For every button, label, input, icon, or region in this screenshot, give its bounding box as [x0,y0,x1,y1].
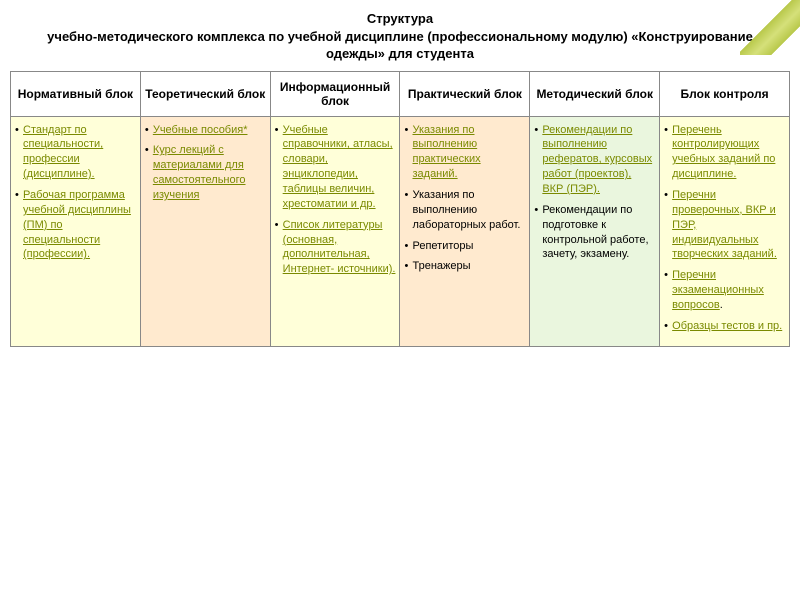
header-normative: Нормативный блок [11,71,141,116]
list-item: Указания по выполнению практических зада… [402,123,525,182]
cell-theoretical: Учебные пособия* Курс лекций с материалам… [140,116,270,346]
content-link[interactable]: Курс лекций с материалами для самостояте… [153,144,246,201]
header-information: Информационный блок [270,71,400,116]
list-practical: Указания по выполнению практических зада… [402,123,525,275]
list-information: Учебные справочники, атласы, словари, эн… [273,123,396,277]
content-link[interactable]: Список литературы (основная, дополнитель… [283,219,396,276]
list-normative: Стандарт по специальности, профессии (ди… [13,123,136,263]
list-item: Рекомендации по выполнению рефератов, ку… [532,123,655,197]
header-theoretical: Теоретический блок [140,71,270,116]
content-link[interactable]: Перечни экзаменационных вопросов [672,269,764,311]
header-control: Блок контроля [660,71,790,116]
content-link[interactable]: Перечень контролирующих учебных заданий … [672,124,775,181]
cell-normative: Стандарт по специальности, профессии (ди… [11,116,141,346]
cell-practical: Указания по выполнению практических зада… [400,116,530,346]
content-link[interactable]: Учебные пособия* [153,124,248,136]
list-item: Тренажеры [402,259,525,274]
content-link[interactable]: Образцы тестов и пр. [672,320,782,332]
list-item: Учебные пособия* [143,123,266,138]
content-link[interactable]: Указания по выполнению практических зада… [412,124,480,181]
header-methodical: Методический блок [530,71,660,116]
content-link[interactable]: Учебные справочники, атласы, словари, эн… [283,124,393,210]
list-item: Учебные справочники, атласы, словари, эн… [273,123,396,212]
list-item: Перечни проверочных, ВКР и ПЭР, индивиду… [662,188,785,262]
page-title: Структура учебно-методического комплекса… [0,0,800,71]
list-item: Рабочая программа учебной дисциплины (ПМ… [13,188,136,262]
cell-information: Учебные справочники, атласы, словари, эн… [270,116,400,346]
list-theoretical: Учебные пособия* Курс лекций с материалам… [143,123,266,203]
content-link[interactable]: Рекомендации по выполнению рефератов, ку… [542,124,652,195]
content-link[interactable]: Рабочая программа учебной дисциплины (ПМ… [23,189,131,260]
item-tail: . [720,299,723,311]
content-link[interactable]: Стандарт по специальности, профессии (ди… [23,124,103,181]
list-item: Репетиторы [402,239,525,254]
title-line-2: учебно-методического комплекса по учебно… [20,28,780,63]
cell-methodical: Рекомендации по выполнению рефератов, ку… [530,116,660,346]
header-practical: Практический блок [400,71,530,116]
item-text: Указания по выполнению лабораторных рабо… [412,189,520,231]
list-item: Рекомендации по подготовке к контрольной… [532,203,655,262]
list-item: Курс лекций с материалами для самостояте… [143,143,266,202]
list-item: Стандарт по специальности, профессии (ди… [13,123,136,182]
content-row: Стандарт по специальности, профессии (ди… [11,116,790,346]
cell-control: Перечень контролирующих учебных заданий … [660,116,790,346]
list-control: Перечень контролирующих учебных заданий … [662,123,785,334]
list-methodical: Рекомендации по выполнению рефератов, ку… [532,123,655,263]
list-item: Список литературы (основная, дополнитель… [273,218,396,277]
item-text: Репетиторы [412,240,473,252]
structure-table: Нормативный блок Теоретический блок Инфо… [10,71,790,347]
item-text: Рекомендации по подготовке к контрольной… [542,204,648,261]
list-item: Образцы тестов и пр. [662,319,785,334]
list-item: Перечни экзаменационных вопросов. [662,268,785,313]
list-item: Указания по выполнению лабораторных рабо… [402,188,525,233]
header-row: Нормативный блок Теоретический блок Инфо… [11,71,790,116]
list-item: Перечень контролирующих учебных заданий … [662,123,785,182]
item-text: Тренажеры [412,260,470,272]
content-link[interactable]: Перечни проверочных, ВКР и ПЭР, индивиду… [672,189,777,260]
title-line-1: Структура [20,10,780,28]
